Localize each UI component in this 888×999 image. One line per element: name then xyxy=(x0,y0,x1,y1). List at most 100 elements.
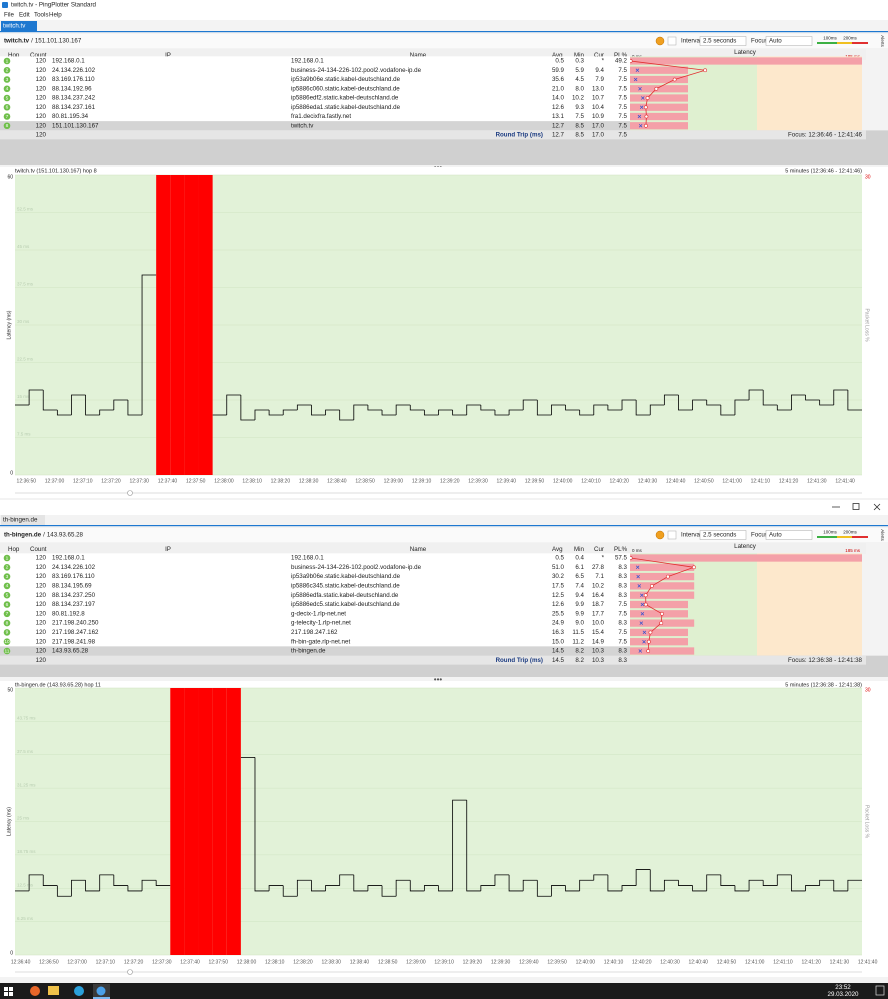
footer-row xyxy=(0,130,866,140)
pingplotter-icon xyxy=(96,986,106,996)
latency-step xyxy=(593,404,608,415)
latency-step xyxy=(296,879,312,897)
hop: 5 xyxy=(6,592,9,598)
close[interactable] xyxy=(873,503,881,511)
min: 9.0 xyxy=(575,620,584,627)
pl: 7.5 xyxy=(618,638,627,645)
latency-step xyxy=(71,394,86,415)
maximize[interactable] xyxy=(852,503,860,510)
count: 120 xyxy=(36,555,47,562)
menu-item[interactable]: File xyxy=(4,12,15,19)
latency-step xyxy=(42,390,58,411)
name: ip5886c060.static.kabel-deutschland.de xyxy=(291,85,400,92)
packet-loss-bar xyxy=(630,610,688,618)
packet-loss xyxy=(184,688,199,955)
rows-bg xyxy=(0,56,630,131)
scrollbar-thumb[interactable] xyxy=(127,969,133,975)
packet-loss-bar xyxy=(630,582,695,590)
latency-step xyxy=(494,410,510,416)
latency-step xyxy=(508,409,524,415)
explorer-icon[interactable] xyxy=(48,986,59,995)
rows-bg xyxy=(0,553,630,656)
x-tick-label: 12:41:00 xyxy=(722,478,742,484)
pl: 7.5 xyxy=(618,85,627,92)
footer-pl: 7.5 xyxy=(618,132,627,139)
count: 120 xyxy=(36,592,47,599)
focus-select[interactable] xyxy=(765,530,813,540)
x-tick-label: 12:38:30 xyxy=(299,478,319,484)
start-button[interactable] xyxy=(4,987,13,996)
x-tick-label: 12:40:00 xyxy=(576,959,596,965)
x-tick-label: 12:38:50 xyxy=(378,959,398,965)
interval-select[interactable] xyxy=(699,36,747,46)
x-tick-label: 12:40:20 xyxy=(609,478,629,484)
avg-marker xyxy=(659,621,664,626)
hop-icon xyxy=(3,591,11,599)
count: 120 xyxy=(36,67,47,74)
alerts-tab[interactable]: Alerts xyxy=(880,529,885,541)
x-tick-label: 12:37:30 xyxy=(152,959,172,965)
hop: 2 xyxy=(6,565,9,571)
name: ip5886eda1.static.kabel-deutschland.de xyxy=(291,104,401,111)
latency-step xyxy=(762,390,778,406)
latency-step xyxy=(99,874,114,891)
y-tick-label: 37.5 ms xyxy=(17,282,34,287)
scrollbar-thumb[interactable] xyxy=(127,490,133,496)
options-button[interactable] xyxy=(667,530,677,540)
menu-item[interactable]: Edit xyxy=(19,12,30,19)
menu-item[interactable]: Tools xyxy=(34,12,48,19)
pl: 8.3 xyxy=(618,583,627,590)
hop: 7 xyxy=(6,611,9,617)
firefox-icon[interactable] xyxy=(30,986,40,996)
name: ip53a9b06e.static.kabel-deutschland.de xyxy=(291,76,401,83)
x-tick-label: 12:41:10 xyxy=(773,959,793,965)
notification-icon[interactable] xyxy=(875,985,885,996)
hop-icon xyxy=(3,103,11,111)
footer-focus: Focus: 12:36:38 - 12:41:38 xyxy=(788,657,863,664)
column-header: Cur xyxy=(594,52,604,59)
min: 5.9 xyxy=(575,67,584,74)
x-tick-label: 12:36:50 xyxy=(39,959,59,965)
alerts-tab[interactable]: Alerts xyxy=(880,35,885,47)
y-tick-label: 30 ms xyxy=(17,319,30,324)
latency-step xyxy=(663,394,679,405)
latency-step xyxy=(367,405,383,411)
pl: 7.5 xyxy=(618,601,627,608)
hop-icon xyxy=(3,94,11,102)
x-tick-label: 12:37:40 xyxy=(158,478,178,484)
latency-step xyxy=(113,399,128,410)
y-axis-label: Latency (ms) xyxy=(6,807,12,836)
name: th-bingen.de xyxy=(291,648,326,655)
latency-step xyxy=(254,409,270,420)
telegram-icon[interactable] xyxy=(74,986,84,996)
tab[interactable] xyxy=(1,21,37,31)
cur: 16.4 xyxy=(592,592,605,599)
pl: 8.3 xyxy=(618,564,627,571)
column-header: Avg xyxy=(552,546,563,553)
x-tick-label: 12:37:30 xyxy=(129,478,149,484)
hop: 11 xyxy=(5,648,10,654)
packet-loss xyxy=(198,175,213,475)
min-marker xyxy=(640,612,645,616)
y-tick-label: 22.5 ms xyxy=(17,357,34,362)
min: 7.5 xyxy=(575,113,584,120)
interval-select[interactable] xyxy=(699,530,747,540)
latency-step xyxy=(409,880,425,892)
latency-step xyxy=(438,409,453,415)
footer-label: Round Trip (ms) xyxy=(496,132,543,139)
menu-item[interactable]: Help xyxy=(49,12,62,19)
latency-step xyxy=(452,410,467,416)
options-button[interactable] xyxy=(667,36,677,46)
column-header: Min xyxy=(574,52,585,59)
hop-icon xyxy=(3,573,11,580)
focus-select[interactable] xyxy=(765,36,813,46)
tab[interactable] xyxy=(1,515,45,525)
y-tick-label: 31.25 ms xyxy=(17,782,36,787)
hop: 7 xyxy=(6,114,9,120)
x-tick-label: 12:39:40 xyxy=(497,478,517,484)
x-tick-label: 12:37:50 xyxy=(209,959,229,965)
ip: 88.134.237.250 xyxy=(52,592,96,599)
avg-marker xyxy=(630,556,633,560)
status-icon xyxy=(655,36,665,46)
min-marker xyxy=(633,77,638,82)
